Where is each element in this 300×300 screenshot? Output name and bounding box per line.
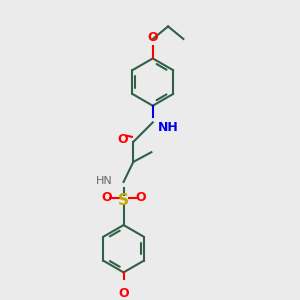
Text: O: O: [136, 191, 146, 204]
Text: O: O: [101, 191, 112, 204]
Text: O: O: [117, 133, 128, 146]
Text: S: S: [118, 193, 129, 208]
Text: O: O: [118, 287, 129, 300]
Text: O: O: [148, 31, 158, 44]
Text: NH: NH: [158, 121, 178, 134]
Text: HN: HN: [96, 176, 113, 186]
